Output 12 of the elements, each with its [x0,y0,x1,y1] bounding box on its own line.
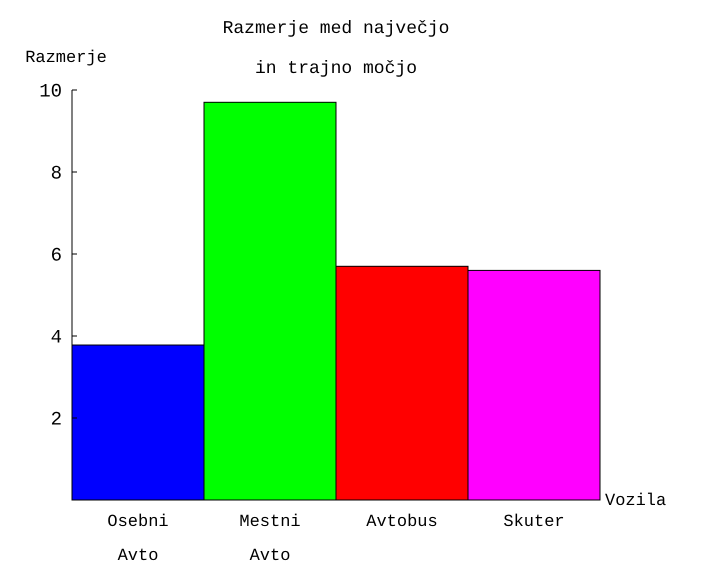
y-tick-label: 4 [50,326,62,349]
x-tick-label: Osebni Avto [107,513,169,566]
y-tick-label: 10 [39,80,62,103]
y-tick-label: 8 [50,162,62,185]
x-tick-label: Avtobus [366,513,438,532]
y-tick-label: 2 [50,408,62,431]
y-axis-title: Razmerje [25,49,107,68]
chart-title: Razmerje med največjo in trajno močjo [222,19,450,79]
y-tick-label: 6 [50,244,62,267]
x-tick-label: Mestni Avto [239,513,301,566]
x-tick-label: Skuter [503,513,565,532]
x-axis-title: Vozila [605,492,666,511]
